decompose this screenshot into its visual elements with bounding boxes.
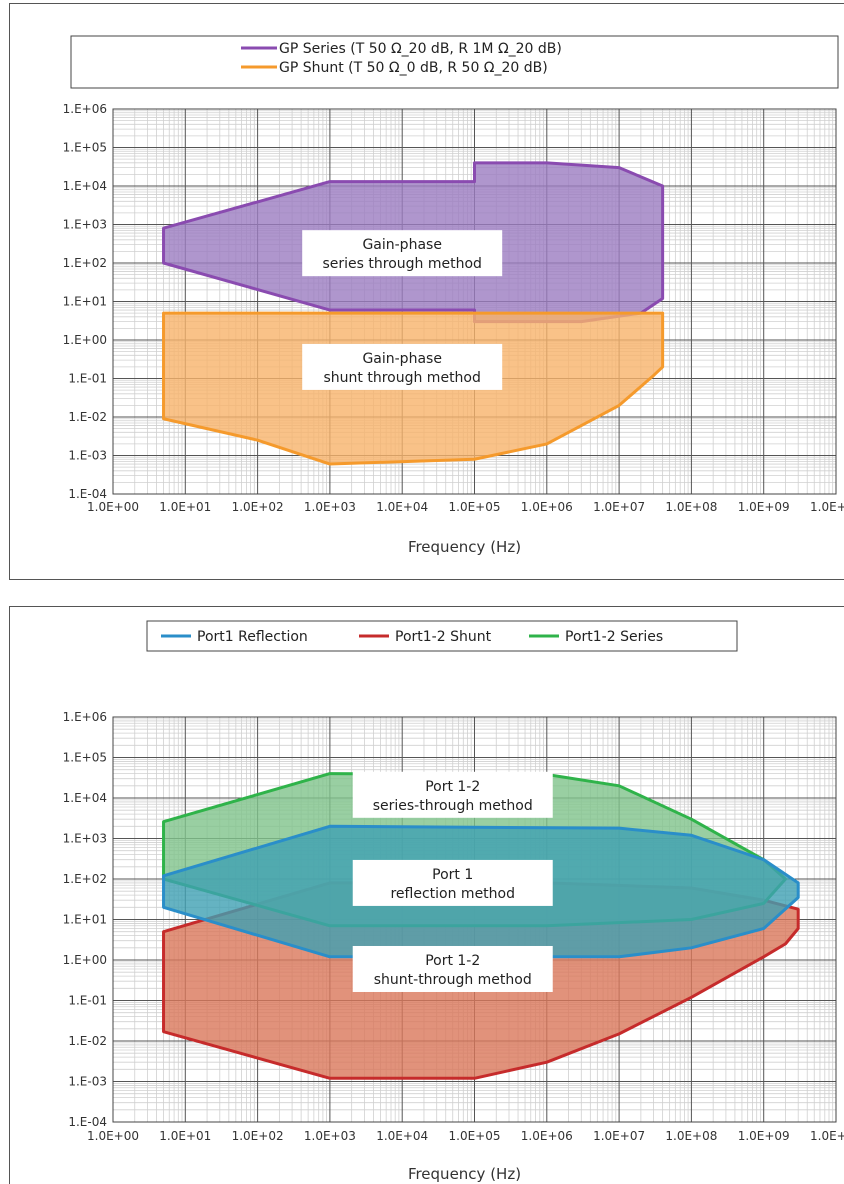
annotation-label-1: Gain-phase: [362, 351, 442, 367]
x-tick-label: 1.0E+01: [159, 1129, 211, 1143]
chart-port-methods: Port 1-2 series-through method Port 1 refle…: [63, 620, 844, 1183]
chart-gain-phase: Gain-phase series through method Gain-phas…: [63, 35, 844, 556]
y-tick-label: 1.E-02: [68, 1034, 107, 1048]
y-tick-label: 1.E+04: [63, 179, 107, 193]
y-tick-label: 1.E-03: [68, 1075, 107, 1089]
legend-label-0: Port1-2 Shunt: [395, 629, 492, 645]
x-tick-label: 1.0E+07: [593, 500, 645, 514]
y-tick-label: 1.E-01: [68, 994, 107, 1008]
annotation-box-0: [302, 230, 503, 277]
annotation-label-2: Port 1-2: [425, 953, 480, 969]
legend-box: [146, 620, 738, 652]
x-tick-label: 1.0E+00: [87, 1129, 139, 1143]
y-tick-label: 1.E+02: [63, 256, 107, 270]
legend-label-1: GP Shunt (T 50 Ω_0 dB, R 50 Ω_20 dB): [279, 60, 548, 76]
x-tick-label: 1.0E+06: [521, 500, 573, 514]
x-tick-label: 1.0E+05: [449, 500, 501, 514]
x-tick-label: 1.0E+08: [665, 1129, 717, 1143]
annotation-label-0: series-through method: [373, 798, 533, 814]
legend-label-0: GP Series (T 50 Ω_20 dB, R 1M Ω_20 dB): [279, 41, 562, 57]
x-tick-label: 1.0E+03: [304, 1129, 356, 1143]
x-tick-label: 1.0E+09: [738, 500, 790, 514]
x-tick-label: 1.0E+10: [810, 500, 844, 514]
annotation-label-1: shunt through method: [324, 370, 481, 386]
x-tick-label: 1.0E+06: [521, 1129, 573, 1143]
y-tick-label: 1.E+03: [63, 218, 107, 232]
annotation-box-1: [302, 343, 503, 390]
annotation-box-2: [352, 945, 553, 992]
annotation-label-1: reflection method: [390, 886, 515, 902]
x-axis-title: Frequency (Hz): [408, 538, 521, 556]
y-tick-label: 1.E+06: [63, 102, 107, 116]
y-tick-label: 1.E+03: [63, 832, 107, 846]
y-tick-label: 1.E+06: [63, 710, 107, 724]
x-tick-label: 1.0E+05: [449, 1129, 501, 1143]
x-tick-label: 1.0E+07: [593, 1129, 645, 1143]
x-axis-title: Frequency (Hz): [408, 1165, 521, 1183]
chart-panel-bottom: Port 1-2 series-through method Port 1 refle…: [9, 606, 844, 1184]
y-tick-label: 1.E+00: [63, 953, 107, 967]
annotation-label-1: Port 1: [432, 867, 473, 883]
annotation-label-0: Gain-phase: [362, 237, 442, 253]
x-tick-label: 1.0E+03: [304, 500, 356, 514]
chart-panel-top: Gain-phase series through method Gain-phas…: [9, 3, 844, 580]
y-tick-label: 1.E-04: [68, 1115, 107, 1129]
y-tick-label: 1.E+05: [63, 751, 107, 765]
y-tick-label: 1.E+05: [63, 141, 107, 155]
annotation-box-0: [352, 771, 553, 818]
annotation-box-1: [352, 859, 553, 906]
x-tick-label: 1.0E+04: [376, 500, 428, 514]
y-tick-label: 1.E-04: [68, 487, 107, 501]
y-tick-label: 1.E+00: [63, 333, 107, 347]
x-tick-label: 1.0E+01: [159, 500, 211, 514]
x-tick-label: 1.0E+09: [738, 1129, 790, 1143]
x-tick-label: 1.0E+04: [376, 1129, 428, 1143]
legend-box: [70, 35, 839, 89]
annotation-label-0: series through method: [322, 256, 481, 272]
plot-border: [112, 716, 837, 1123]
y-tick-label: 1.E+01: [63, 913, 107, 927]
y-tick-label: 1.E-02: [68, 410, 107, 424]
x-tick-label: 1.0E+10: [810, 1129, 844, 1143]
y-tick-label: 1.E-03: [68, 449, 107, 463]
x-tick-label: 1.0E+08: [665, 500, 717, 514]
legend-label-1: Port1-2 Series: [565, 629, 663, 645]
annotation-label-2: shunt-through method: [374, 972, 532, 988]
x-tick-label: 1.0E+02: [232, 500, 284, 514]
legend-label-2: Port1 Reflection: [197, 629, 308, 645]
y-tick-label: 1.E-01: [68, 372, 107, 386]
x-tick-label: 1.0E+02: [232, 1129, 284, 1143]
y-tick-label: 1.E+02: [63, 872, 107, 886]
plot-border: [112, 108, 837, 495]
x-tick-label: 1.0E+00: [87, 500, 139, 514]
y-tick-label: 1.E+04: [63, 791, 107, 805]
annotation-label-0: Port 1-2: [425, 779, 480, 795]
y-tick-label: 1.E+01: [63, 295, 107, 309]
